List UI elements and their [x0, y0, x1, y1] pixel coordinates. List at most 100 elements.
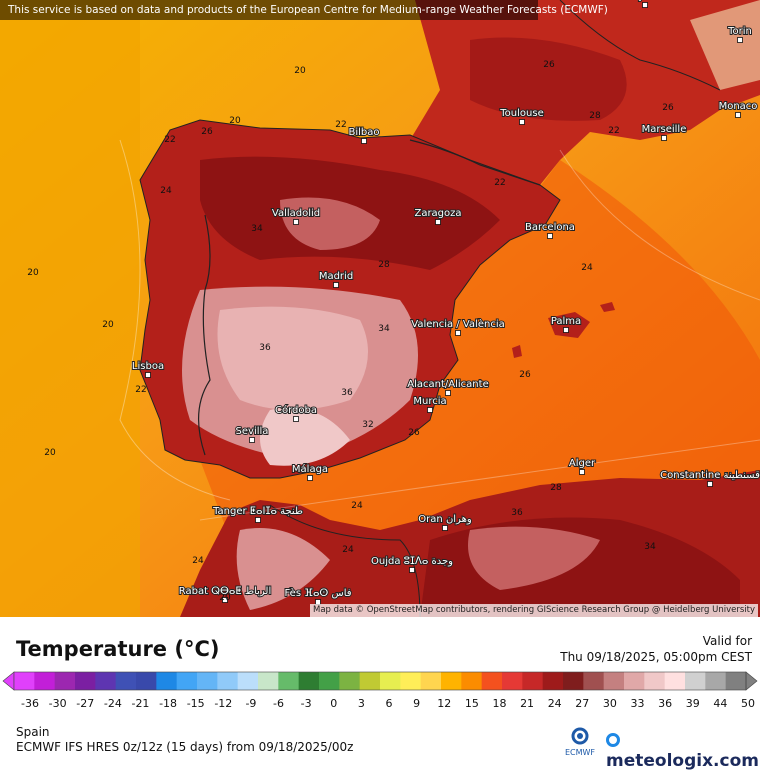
- scale-swatch: [136, 672, 157, 690]
- scale-swatch: [685, 672, 706, 690]
- scale-swatch: [522, 672, 544, 690]
- city-markers: Bilbao Toulouse Marseille Monaco Torin Lyon Va…: [131, 0, 760, 605]
- scale-tick-label: 18: [492, 697, 507, 710]
- scale-swatch: [583, 672, 605, 690]
- scale-swatch: [644, 672, 666, 690]
- scale-swatch: [156, 672, 178, 690]
- scale-tick-label: 27: [575, 697, 590, 710]
- city-marker: [445, 390, 451, 396]
- map-canvas: Bilbao Toulouse Marseille Monaco Torin Lyon Va…: [0, 0, 760, 617]
- scale-tick-label: 30: [602, 697, 617, 710]
- scale-swatch: [441, 672, 462, 690]
- isotherm-label: 36: [259, 343, 271, 353]
- isotherm-label: 20: [27, 268, 39, 278]
- city-label: Málaga: [292, 463, 328, 475]
- city-label: Constantine قسنطينة: [660, 470, 760, 481]
- city-marker: [249, 437, 255, 443]
- isotherm-label: 36: [341, 388, 353, 398]
- city-marker: [427, 407, 433, 413]
- city-marker: [707, 481, 713, 487]
- isotherm-label: 22: [608, 126, 619, 136]
- valid-for-label: Valid for: [702, 634, 752, 648]
- isotherm-label: 22: [494, 178, 505, 188]
- city-label: Córdoba: [275, 404, 317, 416]
- meteologix-brand[interactable]: meteologix.com: [606, 731, 760, 771]
- isotherm-label: 26: [662, 103, 674, 113]
- scale-tick-label: -9: [245, 697, 257, 710]
- map-attribution: Map data © OpenStreetMap contributors, r…: [310, 604, 758, 617]
- city-label: Valladolid: [272, 208, 320, 219]
- city-marker: [145, 372, 151, 378]
- city-marker: [307, 475, 313, 481]
- scale-swatch: [258, 672, 279, 690]
- isotherm-label: 20: [229, 116, 241, 126]
- city-label: Sevilla: [236, 426, 269, 437]
- scale-swatch: [176, 672, 198, 690]
- city-label: Marseille: [642, 124, 687, 135]
- scale-swatch: [542, 672, 564, 690]
- temperature-map[interactable]: Bilbao Toulouse Marseille Monaco Torin Lyon Va…: [0, 0, 760, 617]
- city-marker: [442, 525, 448, 531]
- city-label: Fès ⴼⴰⵙ فاس: [284, 587, 351, 599]
- isotherm-label: 34: [644, 542, 656, 552]
- city-label: Monaco: [719, 101, 758, 112]
- svg-text:ECMWF: ECMWF: [565, 748, 595, 757]
- scale-swatch: [664, 672, 686, 690]
- isotherm-label: 24: [351, 501, 363, 511]
- scale-tick-label: 3: [357, 697, 365, 710]
- isotherm-label: 20: [219, 593, 231, 603]
- city-marker: [435, 219, 441, 225]
- city-marker: [455, 330, 461, 336]
- city-marker: [333, 282, 339, 288]
- scale-tick-label: 21: [520, 697, 535, 710]
- scale-tick-label: 36: [658, 697, 673, 710]
- city-marker: [737, 37, 743, 43]
- scale-tick-label: 24: [547, 697, 562, 710]
- isotherm-label: 24: [342, 545, 354, 555]
- scale-tick-label: 44: [713, 697, 728, 710]
- city-label: Oran وهران: [418, 514, 472, 525]
- scale-tick-label: 15: [464, 697, 479, 710]
- scale-tick-label: -3: [300, 697, 312, 710]
- isotherm-label: 26: [543, 60, 555, 70]
- scale-swatch: [197, 672, 218, 690]
- scale-tick-label: -24: [103, 697, 122, 710]
- city-label: Murcia: [413, 396, 446, 407]
- scale-swatch: [725, 672, 747, 690]
- scale-tick-label: 6: [385, 697, 393, 710]
- city-marker: [409, 567, 415, 573]
- scale-tick-label: 12: [437, 697, 452, 710]
- region-name: Spain: [16, 725, 50, 739]
- city-label: Tanger ⵟⴰⵏⵊⴰ طنجة: [212, 506, 303, 517]
- scale-swatch: [237, 672, 259, 690]
- scale-tick-label: -12: [214, 697, 233, 710]
- isotherm-label: 34: [251, 224, 263, 234]
- legend-title: Temperature (°C): [16, 637, 220, 661]
- city-label: Valencia / València: [411, 318, 504, 330]
- isotherm-label: 24: [160, 186, 172, 196]
- isotherm-labels: 20 20 20 20 20 20 22 22 22 22 22 24 24 24 24 24 26 26 26 26…: [27, 60, 674, 603]
- scale-swatch: [115, 672, 137, 690]
- scale-tick-label: 39: [685, 697, 700, 710]
- city-label: Alger: [569, 458, 596, 469]
- city-label: Palma: [551, 316, 581, 327]
- scale-tick-label: 50: [741, 697, 755, 710]
- scale-swatch: [217, 672, 239, 690]
- scale-swatch: [14, 672, 35, 690]
- scale-tick-label: -6: [273, 697, 285, 710]
- city-marker: [293, 416, 299, 422]
- city-marker: [255, 517, 261, 523]
- scale-swatch: [400, 672, 422, 690]
- scale-tick-label: 33: [630, 697, 645, 710]
- city-marker: [579, 469, 585, 475]
- city-label: Lyon: [633, 0, 656, 2]
- isotherm-label: 26: [201, 127, 213, 137]
- isotherm-label: 20: [294, 66, 306, 76]
- scale-swatch: [563, 672, 584, 690]
- isotherm-label: 20: [44, 448, 56, 458]
- isotherm-label: 20: [102, 320, 114, 330]
- city-marker: [519, 119, 525, 125]
- ecmwf-logo[interactable]: ECMWF: [560, 727, 600, 757]
- city-label: Torin: [727, 26, 752, 37]
- isotherm-label: 28: [589, 111, 601, 121]
